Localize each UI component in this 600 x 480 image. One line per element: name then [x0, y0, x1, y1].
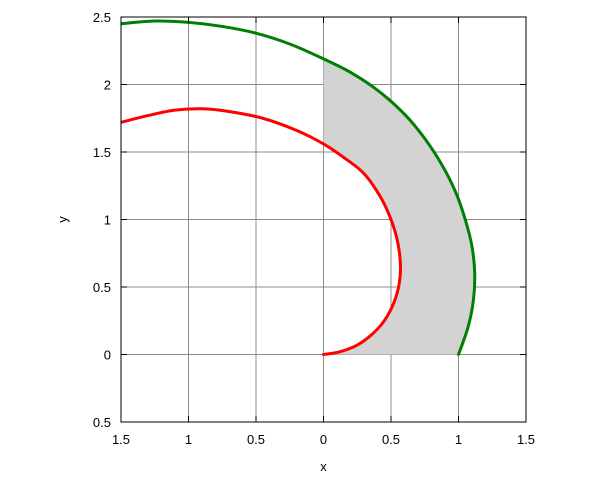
x-axis-label: x	[320, 459, 327, 474]
tick-marks	[120, 16, 527, 423]
x-tick-label: 1	[455, 432, 462, 447]
series-line-red	[121, 107, 403, 356]
x-tick-label: 1.5	[517, 432, 535, 447]
y-tick-label: 0	[104, 348, 111, 363]
shaded-region	[323, 58, 475, 355]
y-tick-label: 0.5	[93, 280, 111, 295]
y-tick-label: 1.5	[93, 145, 111, 160]
x-tick-label: 1.5	[112, 432, 130, 447]
y-tick-label: 2	[104, 78, 111, 93]
x-tick-label: 1	[185, 432, 192, 447]
y-axis-label: y	[55, 216, 70, 223]
x-tick-labels: 1.5 1 0.5 0 0.5 1 1.5	[112, 432, 535, 447]
x-tick-label: 0.5	[247, 432, 265, 447]
y-tick-label: 2.5	[93, 10, 111, 25]
series-layer	[121, 19, 477, 356]
x-tick-label: 0	[320, 432, 327, 447]
y-tick-labels: 0.5 0 0.5 1 1.5 2 2.5	[93, 10, 111, 430]
x-tick-label: 0.5	[382, 432, 400, 447]
y-tick-label: 1	[104, 213, 111, 228]
series-line-green	[121, 19, 477, 356]
y-tick-label: 0.5	[93, 415, 111, 430]
